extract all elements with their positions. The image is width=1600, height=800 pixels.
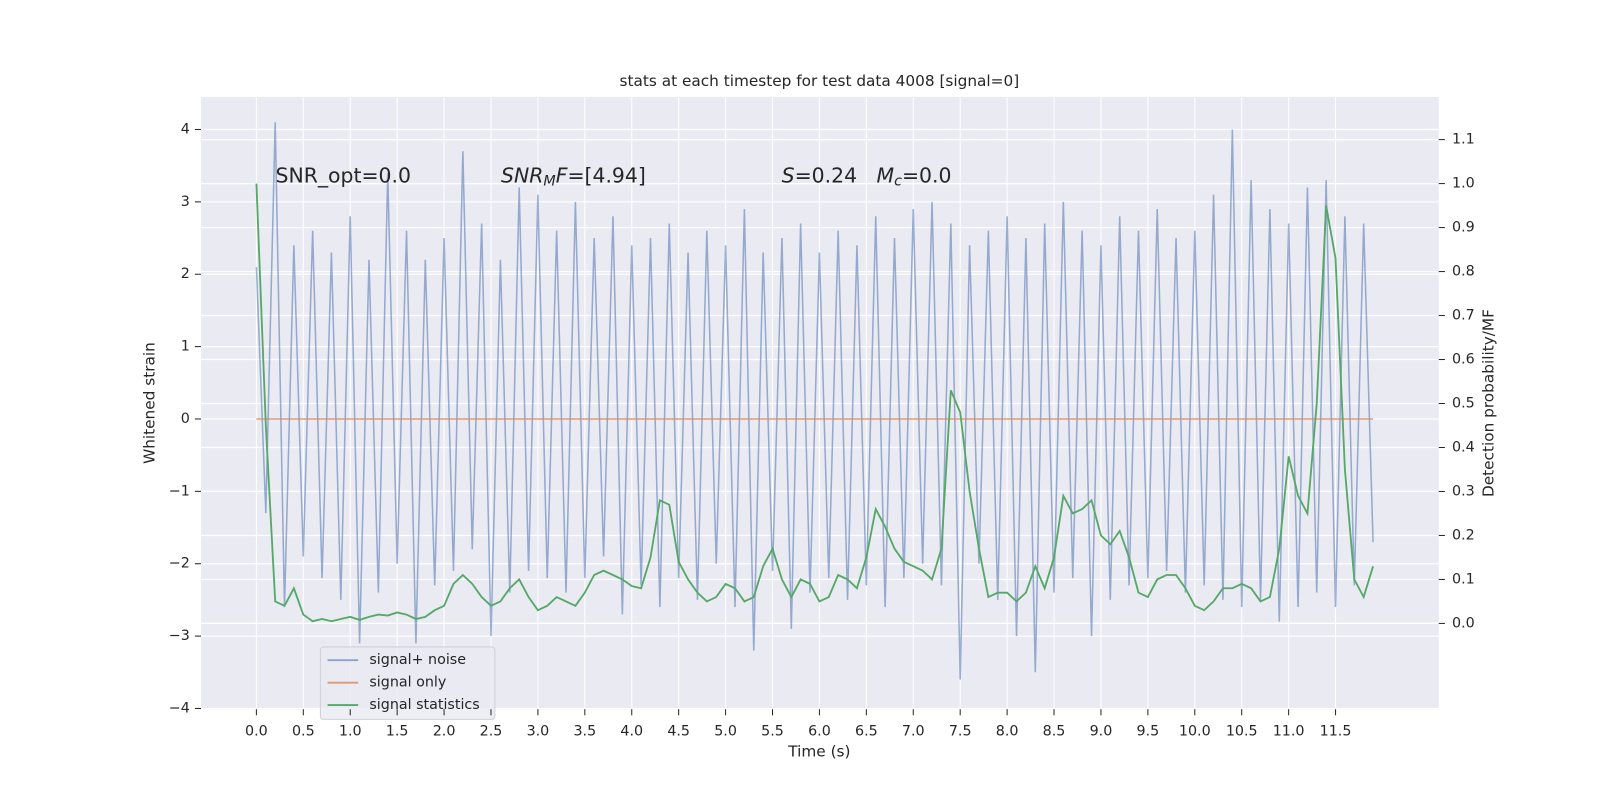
annotation-part: S — [782, 164, 795, 188]
x-tick-label: 11.5 — [1320, 724, 1352, 740]
y2-tick-label: 1.1 — [1452, 132, 1475, 148]
annotation-part: M — [543, 174, 555, 190]
series-line — [255, 122, 1374, 680]
x-tick-label: 5.0 — [714, 724, 737, 740]
y-tick-label: 3 — [181, 194, 190, 210]
y-tick-label: −2 — [169, 556, 190, 572]
y2-tick-label: 0.2 — [1452, 527, 1475, 543]
x-tick-label: 4.5 — [667, 724, 690, 740]
grid — [201, 96, 1439, 710]
y2-tick-label: 0.4 — [1452, 439, 1475, 455]
y2-tick-label: 0.7 — [1452, 308, 1475, 324]
y-tick-label: 4 — [181, 122, 190, 138]
x-tick-label: 1.0 — [339, 724, 362, 740]
x-tick-label: 0.5 — [292, 724, 315, 740]
x-tick-label: 5.5 — [761, 724, 784, 740]
x-tick-label: 10.5 — [1226, 724, 1258, 740]
y2-tick-label: 0.0 — [1452, 615, 1475, 631]
x-tick-label: 3.0 — [527, 724, 550, 740]
x-tick-label: 2.0 — [433, 724, 456, 740]
annotation-part: =[4.94] — [567, 164, 645, 188]
annotation-part: M — [877, 164, 895, 188]
y2-tick-label: 0.8 — [1452, 264, 1475, 280]
y-tick-label: 0 — [181, 411, 190, 427]
y-tick-label: 2 — [181, 266, 190, 282]
legend-label: signal+ noise — [369, 652, 466, 668]
y2-tick-label: 0.5 — [1452, 396, 1475, 412]
x-tick-label: 8.5 — [1043, 724, 1066, 740]
y-tick-label: −3 — [169, 628, 190, 644]
x-tick-label: 11.0 — [1273, 724, 1305, 740]
x-tick-label: 7.0 — [902, 724, 925, 740]
y-tick-label: −4 — [169, 700, 190, 716]
x-tick-label: 9.0 — [1090, 724, 1113, 740]
annotation-part: SNR_opt=0.0 — [276, 164, 412, 189]
x-tick-label: 6.5 — [855, 724, 878, 740]
x-tick-label: 9.5 — [1137, 724, 1160, 740]
legend-label: signal only — [369, 675, 446, 691]
y2-tick-label: 0.1 — [1452, 571, 1475, 587]
x-tick-label: 7.5 — [949, 724, 972, 740]
annotation-part: SNR — [501, 164, 543, 188]
x-tick-label: 8.0 — [996, 724, 1019, 740]
x-tick-label: 2.5 — [480, 724, 503, 740]
y-tick-label: 1 — [181, 339, 190, 355]
annotations: SNR_opt=0.0 SNRMF=[4.94] S=0.24 Mc=0.0 — [276, 164, 952, 190]
y2-tick-label: 0.3 — [1452, 483, 1475, 499]
x-tick-label: 10.0 — [1179, 724, 1211, 740]
y-axis-label: Whitened strain — [141, 342, 159, 464]
x-tick-label: 3.5 — [573, 724, 596, 740]
x-tick-label: 4.0 — [620, 724, 643, 740]
x-tick-label: 0.0 — [245, 724, 268, 740]
annotation: S=0.24 — [782, 164, 857, 188]
y2-tick-label: 0.6 — [1452, 352, 1475, 368]
x-tick-label: 1.5 — [386, 724, 409, 740]
annotation: SNRMF=[4.94] — [501, 164, 646, 190]
x-tick-label: 6.0 — [808, 724, 831, 740]
x-axis-label: Time (s) — [787, 743, 850, 761]
series-line — [255, 183, 1374, 623]
annotation-part: F — [556, 164, 568, 188]
marks — [255, 122, 1374, 680]
legend: signal+ noise signal only signal statistic… — [319, 646, 496, 720]
annotation-part: c — [894, 174, 902, 190]
y2-tick-label: 0.9 — [1452, 220, 1475, 236]
y-tick-label: −1 — [169, 483, 190, 499]
y2-axis-label: Detection probability/MF — [1479, 309, 1497, 497]
legend-label: signal statistics — [369, 697, 479, 713]
annotation-part: =0.0 — [902, 164, 952, 188]
chart-title: stats at each timestep for test data 400… — [620, 72, 1020, 90]
y2-tick-label: 1.0 — [1452, 176, 1475, 192]
annotation: SNR_opt=0.0 — [276, 164, 412, 189]
annotation: Mc=0.0 — [877, 164, 952, 190]
annotation-part: =0.24 — [795, 164, 858, 188]
legend-box — [319, 646, 496, 720]
